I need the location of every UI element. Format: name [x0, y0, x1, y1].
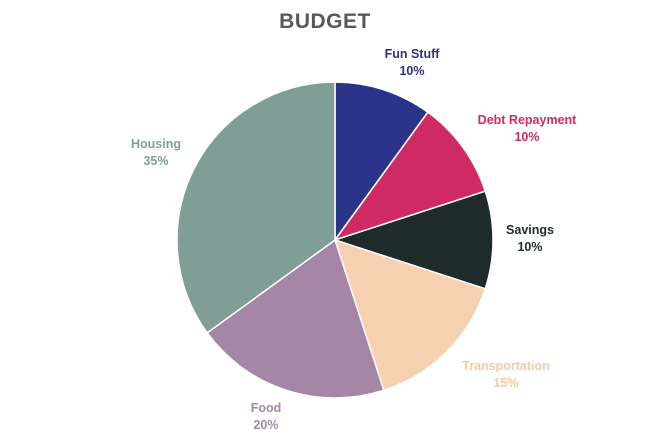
slice-percent: 10% — [399, 64, 425, 78]
pie-slice-fun-stuff — [334, 81, 429, 243]
slice-percent: 10% — [517, 240, 543, 254]
slice-label-fun-stuff: Fun Stuff 10% — [385, 46, 440, 80]
slice-name: Debt Repayment — [477, 113, 577, 127]
slice-label-transportation: Transportation 15% — [462, 358, 550, 392]
slice-label-food: Food 20% — [251, 400, 282, 434]
pie-slice-savings — [332, 190, 494, 290]
slice-name: Fun Stuff — [384, 47, 440, 61]
slice-percent: 20% — [253, 418, 279, 432]
pie-slice-debt-repayment — [333, 111, 487, 242]
slice-percent: 35% — [143, 154, 169, 168]
slice-percent: 10% — [514, 130, 540, 144]
chart-title: BUDGET — [279, 10, 371, 33]
slice-label-debt-repayment: Debt Repayment 10% — [478, 112, 577, 146]
slice-name: Transportation — [462, 359, 550, 373]
pie-slice-food — [206, 238, 385, 399]
pie-slice-transportation — [333, 238, 487, 392]
pie-slice-housing — [176, 81, 336, 334]
slice-percent: 15% — [493, 376, 519, 390]
slice-label-savings: Savings 10% — [506, 222, 554, 256]
slice-label-housing: Housing 35% — [131, 136, 181, 170]
slice-name: Savings — [506, 223, 554, 237]
slice-name: Housing — [131, 137, 181, 151]
slice-name: Food — [250, 401, 282, 415]
